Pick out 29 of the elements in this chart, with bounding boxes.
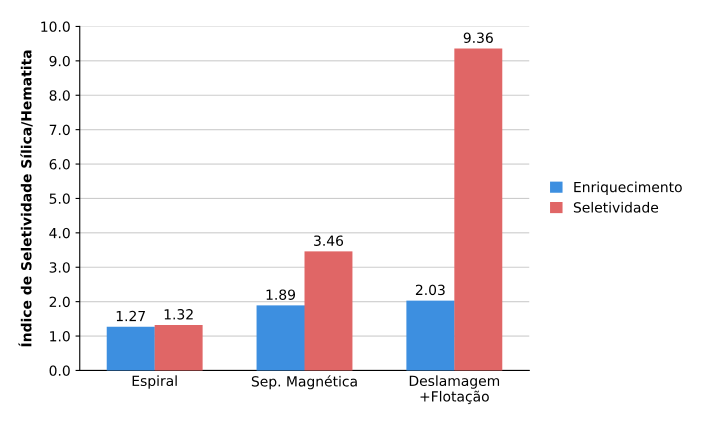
legend-label: Enriquecimento: [574, 182, 682, 195]
bar: [406, 300, 454, 370]
y-tick-label: 5.0: [50, 193, 70, 204]
bar: [154, 325, 203, 370]
data-label: 9.36: [464, 32, 493, 44]
data-label: 2.03: [416, 284, 445, 296]
y-tick-label: 6.0: [50, 159, 70, 170]
bar: [106, 326, 155, 370]
y-tick-label: 3.0: [50, 262, 70, 273]
y-tick-label: 9.0: [50, 56, 70, 66]
data-label: 1.27: [116, 310, 145, 322]
data-label: 1.32: [164, 309, 193, 320]
y-tick-label: 2.0: [50, 296, 70, 308]
x-tick-label: Deslamagem +Flotação: [410, 375, 500, 404]
y-tick-label: 0.0: [50, 365, 70, 376]
bar: [454, 48, 502, 370]
x-tick-label: Espiral: [132, 375, 177, 389]
data-label: 1.89: [266, 289, 296, 300]
bar: [304, 251, 352, 370]
y-tick-label: 7.0: [50, 124, 70, 136]
x-tick-label: Sep. Magnética: [252, 375, 357, 390]
y-tick-label: 8.0: [50, 90, 70, 101]
y-tick-label: 4.0: [49, 228, 70, 238]
bar: [256, 305, 304, 370]
legend-label: Seletividade: [574, 202, 658, 213]
y-tick-label: 1.0: [50, 331, 70, 342]
y-axis-title: Índice de Seletividade Sílica/Hematita: [18, 50, 33, 346]
data-label: 3.46: [314, 235, 344, 246]
y-tick-label: 10.0: [41, 21, 70, 32]
